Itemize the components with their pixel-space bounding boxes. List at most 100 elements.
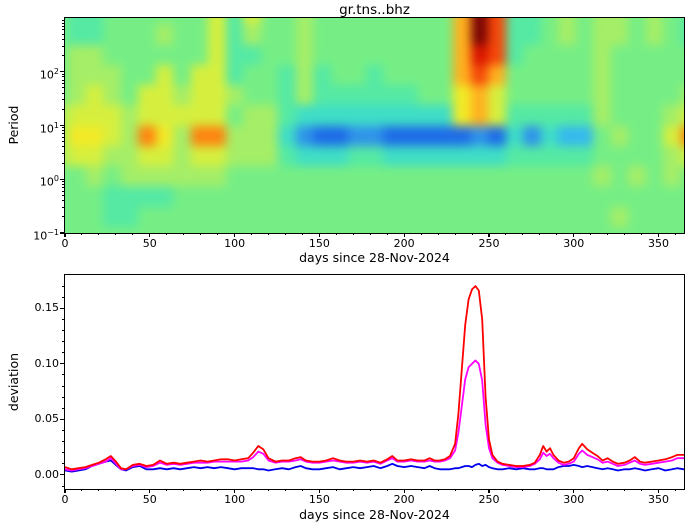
y-minor-tick bbox=[62, 73, 65, 75]
y-minor-tick bbox=[62, 83, 65, 85]
heatmap-cell bbox=[65, 24, 69, 45]
heatmap-cell bbox=[330, 105, 349, 126]
heatmap-cell bbox=[68, 166, 86, 187]
heatmap-cell bbox=[120, 85, 139, 106]
heatmap-cell bbox=[173, 18, 191, 25]
heatmap-cell bbox=[173, 186, 191, 207]
x-minor-tick bbox=[522, 489, 524, 492]
heatmap-cell bbox=[68, 105, 86, 126]
heatmap-cell bbox=[243, 125, 261, 146]
heatmap-cell bbox=[225, 44, 244, 65]
heatmap-cell bbox=[453, 64, 471, 85]
heatmap-cell bbox=[628, 166, 646, 187]
heatmap-cell bbox=[523, 166, 541, 187]
y-minor-tick bbox=[62, 330, 65, 332]
heatmap-cell bbox=[610, 64, 629, 85]
heatmap-cell bbox=[663, 85, 681, 106]
heatmap-cell bbox=[558, 85, 576, 106]
y-minor-tick bbox=[62, 29, 65, 31]
heatmap-cell bbox=[330, 64, 349, 85]
heatmap-cell bbox=[348, 44, 366, 65]
heatmap-cell bbox=[610, 145, 629, 166]
x-minor-tick bbox=[556, 233, 558, 236]
heatmap-cell bbox=[505, 64, 524, 85]
heatmap-cell bbox=[575, 206, 594, 227]
heatmap-cell bbox=[418, 166, 436, 187]
x-minor-tick bbox=[624, 489, 626, 492]
y-minor-tick bbox=[62, 130, 65, 132]
heatmap-cell bbox=[593, 186, 611, 207]
heatmap-cell bbox=[523, 186, 541, 207]
heatmap-cell bbox=[208, 206, 226, 227]
heatmap-cell bbox=[173, 206, 191, 227]
heatmap-cell bbox=[68, 186, 86, 207]
heatmap-cell bbox=[103, 64, 121, 85]
heatmap-cell bbox=[155, 64, 174, 85]
heatmap-cell bbox=[85, 18, 104, 25]
heatmap-cell bbox=[505, 125, 524, 146]
heatmap-cell bbox=[400, 18, 419, 25]
heatmap-cell bbox=[645, 166, 664, 187]
x-tick-label: 250 bbox=[478, 237, 500, 250]
heatmap-cell bbox=[540, 18, 559, 25]
heatmap-cell bbox=[85, 206, 104, 227]
heatmap-cell bbox=[418, 85, 436, 106]
heatmap-cell bbox=[278, 226, 296, 233]
y-major-tick bbox=[60, 363, 65, 365]
heatmap-cell bbox=[400, 85, 419, 106]
heatmap-cell bbox=[190, 166, 209, 187]
heatmap-cell bbox=[225, 226, 244, 233]
heatmap-cell bbox=[470, 44, 489, 65]
heatmap-cell bbox=[260, 85, 279, 106]
heatmap-cell bbox=[523, 18, 541, 25]
heatmap-cell bbox=[120, 166, 139, 187]
heatmap-cell bbox=[295, 125, 314, 146]
heatmap-cell bbox=[383, 145, 401, 166]
y-minor-tick bbox=[62, 485, 65, 487]
heatmap-cell bbox=[680, 64, 684, 85]
heatmap-cell bbox=[65, 166, 69, 187]
heatmap-cell bbox=[575, 24, 594, 45]
y-minor-tick bbox=[62, 38, 65, 40]
heatmap-cell bbox=[85, 166, 104, 187]
heatmap-cell bbox=[628, 206, 646, 227]
heatmap-cell bbox=[190, 145, 209, 166]
x-minor-tick bbox=[251, 489, 253, 492]
heatmap-cell bbox=[173, 226, 191, 233]
heatmap-cell bbox=[348, 64, 366, 85]
heatmap-cell bbox=[68, 85, 86, 106]
heatmap-cell bbox=[208, 105, 226, 126]
heatmap-cell bbox=[120, 125, 139, 146]
heatmap-cell bbox=[435, 18, 454, 25]
heatmap-cell bbox=[278, 166, 296, 187]
heatmap-cell bbox=[313, 24, 331, 45]
heatmap-cell bbox=[348, 226, 366, 233]
heatmap-cell bbox=[278, 85, 296, 106]
x-minor-tick bbox=[335, 233, 337, 236]
heatmap-cell bbox=[173, 44, 191, 65]
x-minor-tick bbox=[98, 233, 100, 236]
y-minor-tick bbox=[62, 296, 65, 298]
y-minor-tick bbox=[62, 153, 65, 155]
top-x-axis-label: days since 28-Nov-2024 bbox=[299, 250, 450, 265]
heatmap-cell bbox=[540, 44, 559, 65]
heatmap-cell bbox=[260, 125, 279, 146]
heatmap-cell bbox=[173, 85, 191, 106]
heatmap-cell bbox=[313, 64, 331, 85]
heatmap-cell bbox=[400, 186, 419, 207]
x-major-tick bbox=[318, 233, 320, 237]
y-major-tick bbox=[60, 232, 65, 234]
heatmap-cell bbox=[103, 186, 121, 207]
heatmap-cell bbox=[470, 186, 489, 207]
heatmap-cell bbox=[470, 24, 489, 45]
heatmap-cell bbox=[208, 145, 226, 166]
heatmap-cell bbox=[138, 145, 156, 166]
heatmap-cell bbox=[155, 226, 174, 233]
deviation-line-blue bbox=[65, 459, 684, 473]
x-major-tick bbox=[573, 233, 575, 237]
heatmap-cell bbox=[610, 166, 629, 187]
heatmap-cell bbox=[523, 226, 541, 233]
heatmap-cell bbox=[453, 145, 471, 166]
heatmap-cell bbox=[400, 145, 419, 166]
